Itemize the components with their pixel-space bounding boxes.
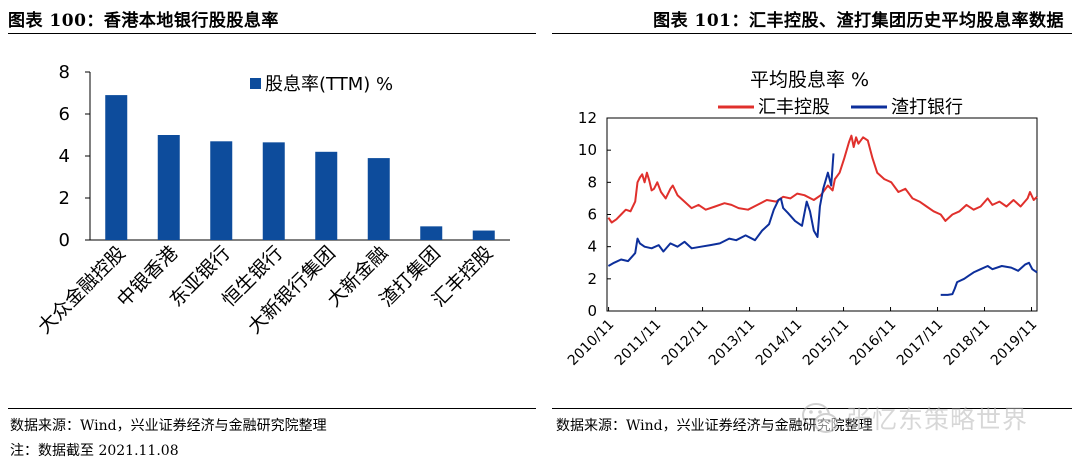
- right-source-note: 数据来源：Wind，兴业证券经济与金融研究院整理: [556, 418, 873, 434]
- line-x-tick-label: 2015/11: [800, 317, 852, 369]
- line-series-2: [940, 261, 1038, 296]
- line-y-tick-label: 0: [587, 302, 597, 320]
- bar-0: [105, 95, 128, 240]
- line-legend-label-stanchart: 渣打银行: [891, 97, 963, 118]
- line-x-tick-label: 2014/11: [753, 317, 805, 369]
- bar-1: [157, 135, 180, 240]
- bar-legend-label: 股息率(TTM) %: [265, 74, 393, 95]
- bar-3: [262, 142, 285, 240]
- line-x-tick-label: 2012/11: [659, 317, 711, 369]
- line-y-tick-label: 8: [587, 173, 597, 191]
- right-title-rule: [552, 33, 1072, 34]
- bar-y-tick-label: 6: [59, 104, 70, 125]
- left-title-rule: [8, 33, 536, 34]
- line-series-1: [607, 153, 835, 267]
- bar-y-tick-label: 2: [59, 188, 70, 209]
- line-y-tick-label: 12: [578, 109, 597, 127]
- line-x-tick-label: 2013/11: [706, 317, 758, 369]
- watermark: 张忆东策略世界: [800, 396, 1060, 440]
- wechat-icon: [802, 403, 838, 433]
- bar-7: [472, 230, 495, 240]
- line-plot-frame: [606, 117, 1038, 312]
- line-chart: 0246810122010/112011/112012/112013/11201…: [565, 69, 1040, 369]
- left-source-note: 数据来源：Wind，兴业证券经济与金融研究院整理: [10, 418, 327, 434]
- line-y-tick-label: 6: [587, 206, 597, 224]
- left-date-note: 注：数据截至 2021.11.08: [10, 443, 179, 459]
- bar-5: [367, 158, 390, 240]
- line-x-tick-label: 2011/11: [612, 317, 664, 369]
- bar-legend-swatch: [250, 78, 261, 89]
- bar-y-tick-label: 8: [59, 62, 70, 83]
- line-series-0: [607, 134, 1038, 224]
- line-legend-label-hsbc: 汇丰控股: [758, 97, 830, 118]
- line-x-tick-label: 2018/11: [941, 317, 993, 369]
- right-chart-title: 图表 101：汇丰控股、渣打集团历史平均股息率数据: [653, 11, 1064, 31]
- line-chart-title: 平均股息率 %: [750, 69, 869, 91]
- left-footer-rule: [8, 408, 536, 409]
- bar-y-tick-label: 0: [59, 230, 70, 251]
- right-footer-rule: [552, 408, 1072, 409]
- bar-y-tick-label: 4: [59, 146, 70, 167]
- line-x-tick-label: 2010/11: [565, 317, 617, 369]
- left-chart-title: 图表 100：香港本地银行股股息率: [8, 11, 279, 31]
- bar-category-label: 大众金融控股: [34, 242, 130, 338]
- line-y-tick-label: 10: [578, 141, 597, 159]
- bar-4: [315, 151, 338, 240]
- watermark-text: 张忆东策略世界: [846, 405, 1029, 434]
- line-x-tick-label: 2017/11: [894, 317, 946, 369]
- bar-6: [420, 226, 443, 240]
- line-x-tick-label: 2019/11: [988, 317, 1040, 369]
- line-x-tick-label: 2016/11: [847, 317, 899, 369]
- bar-2: [210, 141, 233, 240]
- line-y-tick-label: 2: [587, 270, 597, 288]
- line-y-tick-label: 4: [587, 238, 597, 256]
- bar-chart: 02468大众金融控股中银香港东亚银行恒生银行大新银行集团大新金融渣打集团汇丰控…: [34, 62, 510, 338]
